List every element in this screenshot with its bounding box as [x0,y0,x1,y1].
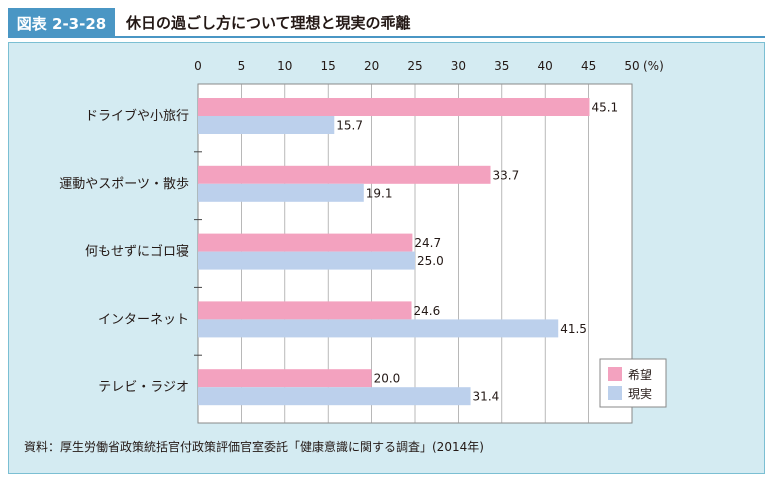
x-tick-label: 20 [364,59,379,73]
bar-reality [198,319,559,338]
data-label: 20.0 [374,372,401,386]
source-note: 資料：厚生労働省政策統括官付政策評価官室委託「健康意識に関する調査」(2014年… [24,440,484,454]
x-tick-label: 0 [194,59,202,73]
category-label: インターネット [98,312,189,327]
x-tick-label: 45 [581,59,596,73]
figure-label: 図表 2-3-28 [8,8,115,38]
data-label: 15.7 [336,119,363,133]
bar-reality [198,183,364,202]
bar-ideal [198,301,412,320]
data-label: 33.7 [493,168,520,182]
x-axis-unit: (%) [643,59,664,73]
x-tick-label: 5 [238,59,246,73]
legend-label: 希望 [628,367,652,382]
legend-swatch [608,367,622,381]
x-tick-label: 40 [538,59,553,73]
category-label: テレビ・ラジオ [98,380,189,395]
bar-chart: 0 5 10 15 20 25 30 35 40 45 50 (%) ドライブや小旅行 45.1 15.7 運… [59,59,667,424]
bar-ideal [198,369,372,388]
x-tick-label: 10 [277,59,292,73]
bar-reality [198,251,415,270]
figure-title: 休日の過ごし方について理想と現実の乖離 [126,14,411,32]
data-label: 24.7 [414,236,441,250]
data-label: 45.1 [591,101,618,115]
category-label: 何もせずにゴロ寝 [85,244,189,260]
x-tick-label: 35 [494,59,509,73]
category-label: ドライブや小旅行 [85,108,189,124]
data-label: 19.1 [366,186,393,200]
chart-panel: 0 5 10 15 20 25 30 35 40 45 50 (%) ドライブや小旅行 45.1 15.7 運… [8,42,765,474]
x-tick-label: 25 [407,59,422,73]
x-tick-label: 15 [321,59,336,73]
data-label: 41.5 [560,322,587,336]
data-label: 31.4 [473,390,500,404]
data-label: 25.0 [417,254,444,268]
legend-swatch [608,386,622,400]
bar-ideal [198,233,413,252]
x-tick-label: 30 [451,59,466,73]
category-label: 運動やスポーツ・散歩 [59,177,189,192]
header-rule [115,36,765,38]
figure-header: 図表 2-3-28 休日の過ごし方について理想と現実の乖離 [8,8,765,38]
bar-ideal [198,165,491,184]
data-label: 24.6 [414,304,441,318]
bar-ideal [198,98,590,116]
x-tick-label: 50 [624,59,639,73]
bar-reality [198,387,471,406]
bar-reality [198,116,335,134]
legend-label: 現実 [628,386,652,401]
